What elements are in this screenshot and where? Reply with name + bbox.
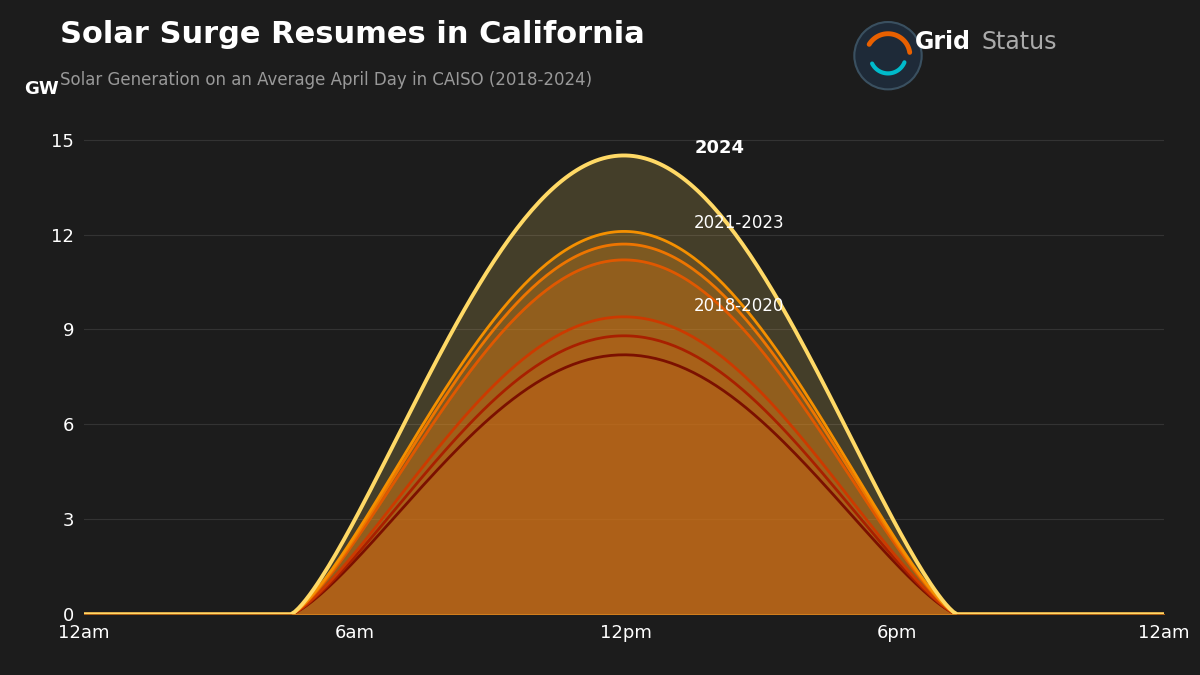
Circle shape bbox=[854, 22, 922, 89]
Text: 2021-2023: 2021-2023 bbox=[694, 215, 785, 232]
Text: GW: GW bbox=[25, 80, 59, 98]
Text: 2018-2020: 2018-2020 bbox=[694, 297, 785, 315]
Text: 2024: 2024 bbox=[694, 138, 744, 157]
Text: Solar Surge Resumes in California: Solar Surge Resumes in California bbox=[60, 20, 644, 49]
Text: Grid: Grid bbox=[914, 30, 971, 55]
Text: Status: Status bbox=[982, 30, 1057, 55]
Text: Solar Generation on an Average April Day in CAISO (2018-2024): Solar Generation on an Average April Day… bbox=[60, 71, 592, 89]
